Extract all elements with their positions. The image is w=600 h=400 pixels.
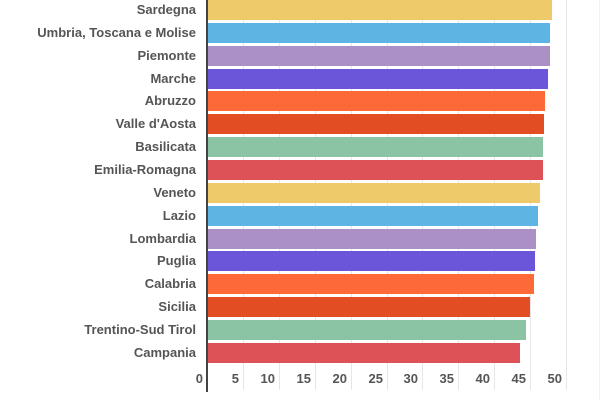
bar[interactable] (208, 229, 536, 249)
category-label: Lazio (162, 208, 196, 223)
category-label: Trentino-Sud Tirol (84, 322, 196, 337)
category-label: Veneto (153, 185, 196, 200)
bar[interactable] (208, 23, 550, 43)
bar[interactable] (208, 91, 545, 111)
gridline (566, 0, 567, 390)
bar[interactable] (208, 251, 535, 271)
category-label: Piemonte (137, 48, 196, 63)
bar[interactable] (208, 343, 520, 363)
bar[interactable] (208, 46, 550, 66)
category-label: Umbria, Toscana e Molise (37, 25, 196, 40)
category-label: Calabria (144, 276, 196, 291)
x-tick-label: 35 (439, 371, 454, 386)
category-label: Marche (150, 71, 196, 86)
x-tick-label: 0 (195, 371, 203, 386)
x-tick-label: 5 (231, 371, 239, 386)
category-label: Emilia-Romagna (94, 162, 196, 177)
y-axis-line (206, 0, 208, 392)
bar[interactable] (208, 160, 543, 180)
bar[interactable] (208, 137, 543, 157)
x-tick-label: 40 (475, 371, 490, 386)
x-tick-label: 25 (368, 371, 383, 386)
bar[interactable] (208, 69, 548, 89)
x-tick-label: 15 (296, 371, 311, 386)
x-tick-label: 20 (332, 371, 347, 386)
x-tick-label: 10 (260, 371, 275, 386)
category-label: Puglia (156, 253, 196, 268)
bar[interactable] (208, 183, 540, 203)
bar[interactable] (208, 320, 526, 340)
category-label: Lombardia (129, 231, 196, 246)
x-tick-label: 45 (511, 371, 526, 386)
category-label: Abruzzo (144, 93, 196, 108)
x-tick-label: 30 (403, 371, 418, 386)
bar[interactable] (208, 0, 552, 20)
bar[interactable] (208, 114, 544, 134)
category-label: Sicilia (158, 299, 196, 314)
category-label: Valle d'Aosta (115, 116, 196, 131)
category-label: Campania (133, 345, 196, 360)
bar[interactable] (208, 274, 534, 294)
category-label: Basilicata (135, 139, 196, 154)
category-label: Sardegna (136, 2, 196, 17)
bar[interactable] (208, 206, 538, 226)
x-tick-label: 50 (547, 371, 562, 386)
bar[interactable] (208, 297, 530, 317)
